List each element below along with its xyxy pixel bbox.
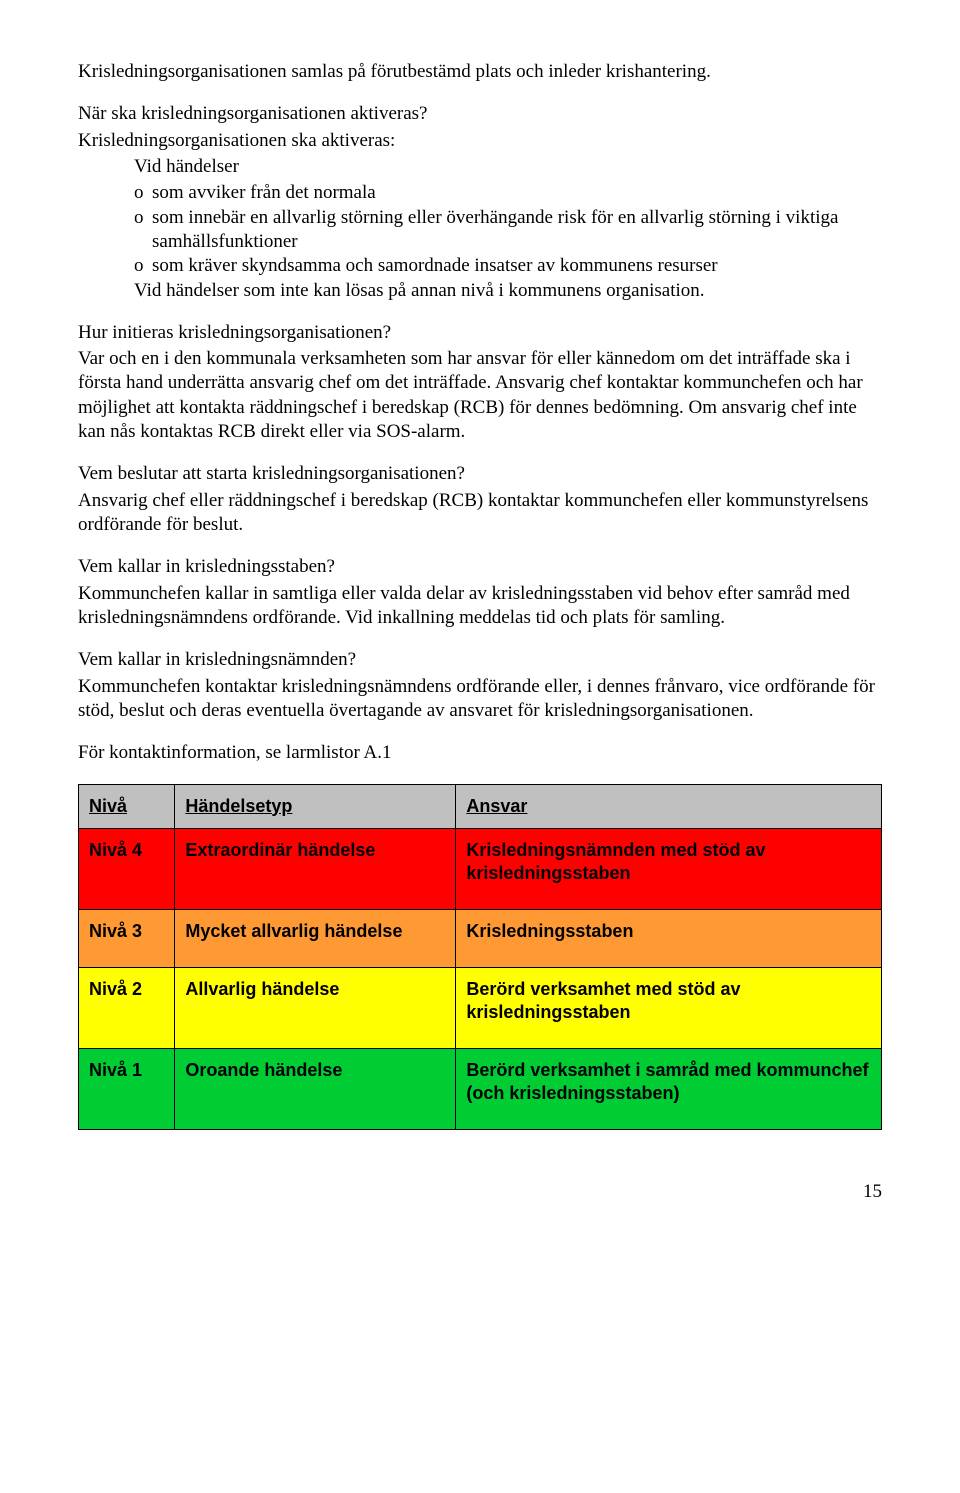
bullet-tail: Vid händelser som inte kan lösas på anna… <box>134 279 882 303</box>
staben-body: Kommunchefen kallar in samtliga eller va… <box>78 582 882 631</box>
cell-ansvar: Berörd verksamhet i samråd med kommunche… <box>456 1048 882 1129</box>
bullet-marker: o <box>134 181 152 205</box>
table-row: Nivå 4 Extraordinär händelse Krisledning… <box>79 828 882 909</box>
cell-ansvar: Krisledningsstaben <box>456 909 882 967</box>
table-row: Nivå 1 Oroande händelse Berörd verksamhe… <box>79 1048 882 1129</box>
aktiveras-sub: Vid händelser <box>134 155 882 179</box>
bullet-text: som avviker från det normala <box>152 181 882 205</box>
aktiveras-list: Vid händelser o som avviker från det nor… <box>78 155 882 303</box>
th-typ: Händelsetyp <box>175 784 456 828</box>
table-header-row: Nivå Händelsetyp Ansvar <box>79 784 882 828</box>
th-niva: Nivå <box>79 784 175 828</box>
cell-ansvar: Berörd verksamhet med stöd av krislednin… <box>456 967 882 1048</box>
cell-typ: Extraordinär händelse <box>175 828 456 909</box>
q-initieras: Hur initieras krisledningsorganisationen… <box>78 321 882 345</box>
bullet-item: o som kräver skyndsamma och samordnade i… <box>134 254 882 278</box>
namnden-body: Kommunchefen kontaktar krisledningsnämnd… <box>78 675 882 724</box>
table-row: Nivå 2 Allvarlig händelse Berörd verksam… <box>79 967 882 1048</box>
bullet-text: som kräver skyndsamma och samordnade ins… <box>152 254 882 278</box>
bullet-text: som innebär en allvarlig störning eller … <box>152 206 882 255</box>
bullet-item: o som innebär en allvarlig störning elle… <box>134 206 882 255</box>
intro-paragraph: Krisledningsorganisationen samlas på för… <box>78 60 882 84</box>
kontakt-info: För kontaktinformation, se larmlistor A.… <box>78 741 882 765</box>
bullet-item: o som avviker från det normala <box>134 181 882 205</box>
th-ansvar: Ansvar <box>456 784 882 828</box>
q-beslutar: Vem beslutar att starta krisledningsorga… <box>78 462 882 486</box>
q-staben: Vem kallar in krisledningsstaben? <box>78 555 882 579</box>
niva-table: Nivå Händelsetyp Ansvar Nivå 4 Extraordi… <box>78 784 882 1130</box>
page-number: 15 <box>78 1180 882 1204</box>
beslutar-body: Ansvarig chef eller räddningschef i bere… <box>78 489 882 538</box>
q-namnden: Vem kallar in krisledningsnämnden? <box>78 648 882 672</box>
bullet-marker: o <box>134 206 152 255</box>
cell-niva: Nivå 3 <box>79 909 175 967</box>
table-row: Nivå 3 Mycket allvarlig händelse Krisled… <box>79 909 882 967</box>
initieras-body: Var och en i den kommunala verksamheten … <box>78 347 882 444</box>
cell-ansvar: Krisledningsnämnden med stöd av krisledn… <box>456 828 882 909</box>
cell-typ: Oroande händelse <box>175 1048 456 1129</box>
cell-typ: Mycket allvarlig händelse <box>175 909 456 967</box>
cell-niva: Nivå 2 <box>79 967 175 1048</box>
bullet-marker: o <box>134 254 152 278</box>
cell-niva: Nivå 4 <box>79 828 175 909</box>
aktiveras-lead: Krisledningsorganisationen ska aktiveras… <box>78 129 882 153</box>
cell-niva: Nivå 1 <box>79 1048 175 1129</box>
cell-typ: Allvarlig händelse <box>175 967 456 1048</box>
q-aktiveras: När ska krisledningsorganisationen aktiv… <box>78 102 882 126</box>
